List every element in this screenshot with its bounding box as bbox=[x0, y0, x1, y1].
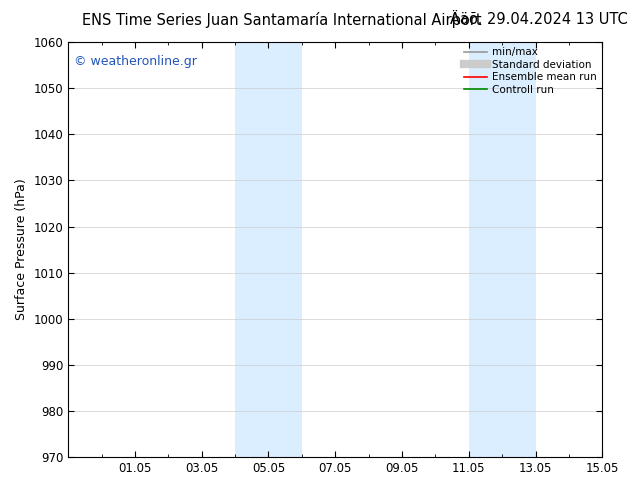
Legend: min/max, Standard deviation, Ensemble mean run, Controll run: min/max, Standard deviation, Ensemble me… bbox=[462, 45, 599, 97]
Bar bbox=[469, 42, 536, 457]
Y-axis label: Surface Pressure (hPa): Surface Pressure (hPa) bbox=[15, 179, 28, 320]
Text: ENS Time Series Juan Santamaría International Airport: ENS Time Series Juan Santamaría Internat… bbox=[82, 12, 482, 28]
Bar bbox=[235, 42, 302, 457]
Text: Ääõ. 29.04.2024 13 UTC: Ääõ. 29.04.2024 13 UTC bbox=[450, 12, 628, 27]
Text: © weatheronline.gr: © weatheronline.gr bbox=[74, 54, 197, 68]
